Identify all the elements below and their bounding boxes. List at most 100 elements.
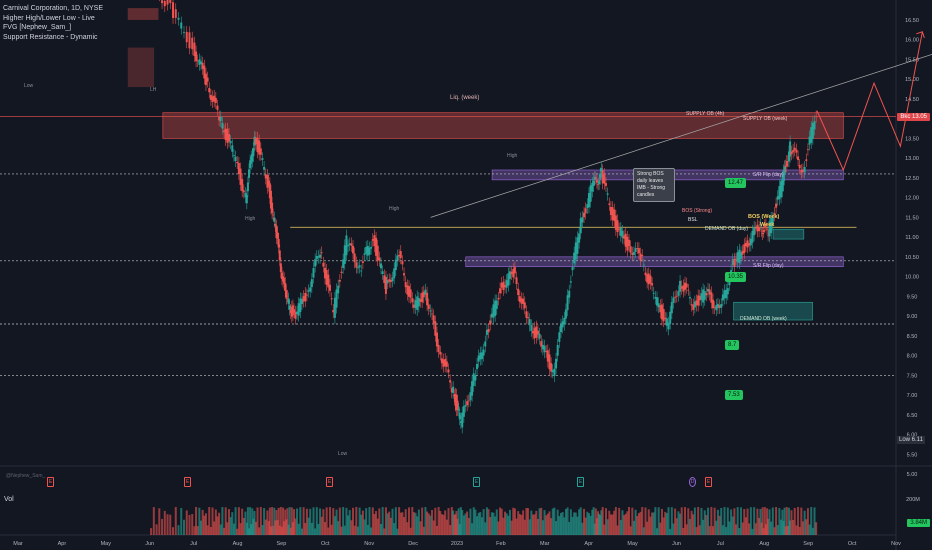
candle-body — [172, 2, 175, 19]
volume-bar — [738, 528, 741, 535]
volume-bar — [416, 516, 419, 535]
candle-body — [636, 248, 639, 249]
earnings-event-1[interactable]: E — [47, 477, 54, 487]
candle-body — [595, 180, 598, 183]
candle-body — [258, 140, 261, 155]
candle-body — [731, 259, 734, 265]
volume-bar — [748, 523, 751, 535]
volume-bar — [584, 517, 587, 535]
candle-body — [324, 267, 327, 279]
candle-body — [555, 358, 558, 369]
candle-body — [518, 296, 521, 302]
x-tick-label: Apr — [58, 541, 67, 547]
volume-bar — [618, 507, 621, 535]
volume-bar — [783, 507, 786, 535]
volume-bar — [427, 513, 430, 535]
volume-bar — [234, 507, 237, 535]
candle-body — [532, 330, 535, 334]
x-tick-label: Aug — [759, 541, 769, 547]
candle-body — [703, 291, 706, 300]
candle-body — [276, 232, 279, 239]
candle-body — [573, 252, 576, 264]
candle-body — [368, 247, 371, 255]
volume-bar — [445, 519, 448, 535]
candle-body — [711, 299, 714, 309]
earnings-event-5[interactable]: E — [577, 477, 584, 487]
volume-bar — [432, 520, 435, 535]
volume-bar — [543, 510, 546, 535]
volume-bar — [231, 512, 234, 535]
candle-body — [800, 169, 803, 173]
liq-week-label: Liq. (week) — [450, 95, 480, 101]
earnings-event-2[interactable]: E — [184, 477, 191, 487]
candle-body — [371, 239, 374, 241]
volume-bar — [174, 507, 177, 535]
volume-bar — [669, 528, 672, 535]
volume-bar — [731, 516, 734, 535]
volume-bar — [688, 519, 691, 535]
volume-bar — [573, 512, 576, 535]
volume-bar — [201, 509, 204, 535]
volume-bar — [250, 524, 253, 535]
earnings-event-4[interactable]: E — [473, 477, 480, 487]
volume-bar — [594, 508, 597, 535]
candle-body — [669, 311, 672, 324]
volume-bar — [792, 520, 795, 535]
candle-body — [553, 368, 556, 377]
candle-body — [294, 311, 297, 319]
volume-bar — [677, 511, 680, 535]
volume-bar — [604, 508, 607, 535]
volume-bar — [272, 525, 275, 535]
candle-body — [651, 283, 654, 286]
earnings-event-3[interactable]: E — [326, 477, 333, 487]
volume-bar — [637, 513, 640, 535]
candle-body — [419, 299, 422, 302]
candle-body — [728, 281, 731, 286]
candle-body — [256, 137, 259, 153]
volume-bar — [703, 510, 706, 535]
volume-bar — [474, 509, 477, 535]
volume-bar — [309, 508, 312, 535]
candle-body — [520, 298, 523, 304]
low-label-2: Low — [24, 83, 34, 89]
demand-zone-day — [772, 228, 805, 240]
candle-body — [166, 0, 169, 5]
candle-body — [611, 207, 614, 221]
candle-body — [384, 276, 387, 294]
volume-bar — [502, 517, 505, 535]
volume-bar — [782, 520, 785, 535]
volume-bar — [679, 513, 682, 535]
volume-bar — [401, 512, 404, 535]
volume-bar — [286, 508, 289, 535]
candle-body — [664, 317, 667, 320]
volume-bar — [563, 517, 566, 535]
candle-body — [263, 166, 266, 170]
volume-bar — [762, 528, 765, 535]
volume-bar — [555, 521, 558, 535]
candle-body — [781, 179, 784, 192]
volume-bar — [725, 527, 728, 535]
volume-bar — [325, 507, 328, 535]
candle-body — [790, 151, 793, 155]
volume-bar — [583, 508, 586, 535]
volume-bar — [566, 507, 569, 535]
candle-body — [522, 298, 525, 305]
candle-body — [508, 271, 511, 279]
volume-bar — [259, 507, 262, 535]
volume-bar — [545, 515, 548, 535]
candle-body — [241, 179, 244, 192]
volume-bar — [733, 508, 736, 535]
candle-body — [510, 271, 513, 275]
volume-bar — [756, 508, 759, 535]
earnings-event-6[interactable]: E — [705, 477, 712, 487]
candle-body — [302, 296, 305, 302]
candle-body — [525, 311, 528, 318]
volume-bar — [510, 520, 513, 535]
dividend-event[interactable]: D — [689, 477, 696, 487]
volume-bar — [808, 524, 811, 535]
volume-bar — [300, 528, 303, 535]
candle-body — [312, 268, 315, 278]
volume-bar — [324, 521, 327, 535]
candle-body — [716, 303, 719, 309]
